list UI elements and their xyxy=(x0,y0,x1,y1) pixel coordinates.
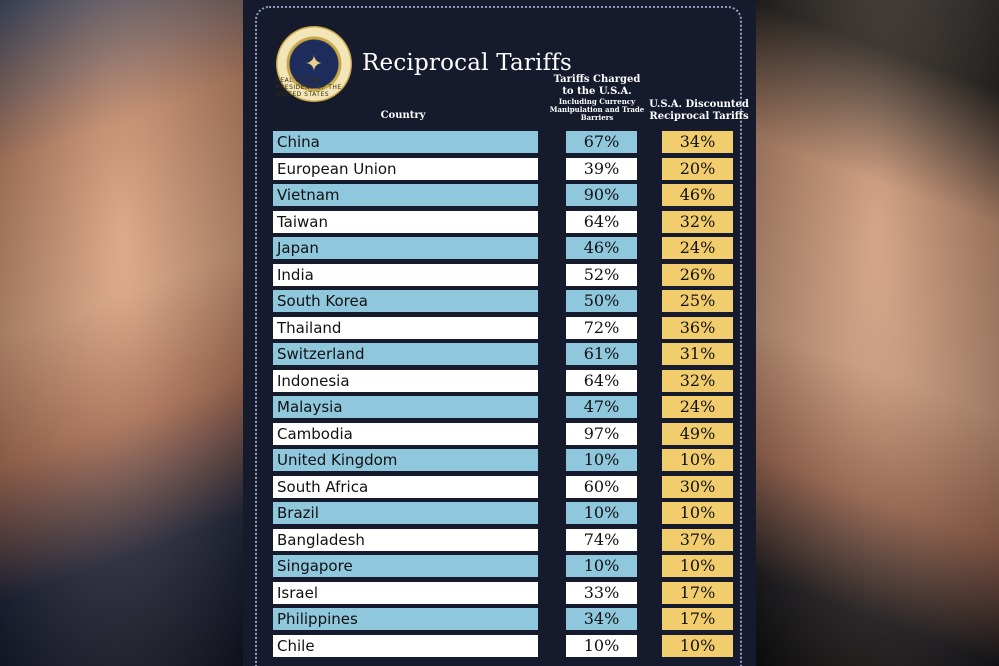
discount-header-line2: Reciprocal Tariffs xyxy=(649,111,749,122)
table-row: South Korea 50% 25% xyxy=(243,290,756,317)
table-row: India 52% 26% xyxy=(243,263,756,291)
country-cell: Switzerland xyxy=(273,343,538,365)
right-photo xyxy=(756,0,999,666)
charged-cell: 50% xyxy=(566,290,637,312)
charged-cell: 47% xyxy=(566,396,637,418)
charged-cell: 10% xyxy=(566,502,637,524)
discount-cell: 36% xyxy=(662,316,733,339)
country-cell: China xyxy=(273,131,538,153)
discount-cell: 10% xyxy=(662,555,733,577)
table-row: Switzerland 61% 31% xyxy=(243,343,756,370)
country-cell: South Korea xyxy=(273,290,538,312)
eagle-icon: ✦ xyxy=(304,51,324,77)
discount-cell: 32% xyxy=(662,369,733,392)
charged-cell: 72% xyxy=(566,316,637,339)
discount-cell: 10% xyxy=(662,634,733,657)
table-row: Bangladesh 74% 37% xyxy=(243,528,756,556)
charged-cell: 61% xyxy=(566,343,637,365)
discount-cell: 37% xyxy=(662,528,733,551)
charged-cell: 52% xyxy=(566,263,637,286)
discount-cell: 31% xyxy=(662,343,733,365)
discount-cell: 26% xyxy=(662,263,733,286)
table-row: South Africa 60% 30% xyxy=(243,475,756,503)
discount-cell: 24% xyxy=(662,396,733,418)
charged-cell: 33% xyxy=(566,581,637,604)
table-row: Cambodia 97% 49% xyxy=(243,422,756,450)
country-cell: South Africa xyxy=(273,475,538,498)
charged-cell: 10% xyxy=(566,449,637,471)
country-cell: India xyxy=(273,263,538,286)
country-cell: Japan xyxy=(273,237,538,259)
discount-cell: 34% xyxy=(662,131,733,153)
table-row: European Union 39% 20% xyxy=(243,157,756,185)
table-row: Philippines 34% 17% xyxy=(243,608,756,635)
charged-cell: 64% xyxy=(566,369,637,392)
country-cell: Vietnam xyxy=(273,184,538,206)
table-row: China 67% 34% xyxy=(243,131,756,158)
charged-header-sub: Including Currency Manipulation and Trad… xyxy=(549,97,645,122)
charged-cell: 10% xyxy=(566,634,637,657)
charged-cell: 64% xyxy=(566,210,637,233)
discount-cell: 25% xyxy=(662,290,733,312)
table-row: Malaysia 47% 24% xyxy=(243,396,756,423)
discount-cell: 49% xyxy=(662,422,733,445)
discount-cell: 17% xyxy=(662,581,733,604)
discount-cell: 32% xyxy=(662,210,733,233)
seal-text: SEAL OF THE PRESIDENT OF THE UNITED STAT… xyxy=(276,77,342,98)
table-row: Brazil 10% 10% xyxy=(243,502,756,529)
table-row: Japan 46% 24% xyxy=(243,237,756,264)
column-header-country: Country xyxy=(380,110,426,121)
discount-cell: 10% xyxy=(662,502,733,524)
discount-cell: 10% xyxy=(662,449,733,471)
country-cell: Philippines xyxy=(273,608,538,630)
page-title: Reciprocal Tariffs xyxy=(362,50,573,76)
country-cell: Indonesia xyxy=(273,369,538,392)
table-row: Thailand 72% 36% xyxy=(243,316,756,344)
country-cell: Taiwan xyxy=(273,210,538,233)
table-row: Taiwan 64% 32% xyxy=(243,210,756,238)
discount-cell: 20% xyxy=(662,157,733,180)
discount-cell: 24% xyxy=(662,237,733,259)
charged-header-line2: to the U.S.A. xyxy=(562,86,632,97)
country-cell: United Kingdom xyxy=(273,449,538,471)
table-row: Chile 10% 10% xyxy=(243,634,756,662)
charged-cell: 60% xyxy=(566,475,637,498)
table-row: Vietnam 90% 46% xyxy=(243,184,756,211)
column-header-discount: U.S.A. Discounted Reciprocal Tariffs xyxy=(645,99,753,123)
charged-cell: 46% xyxy=(566,237,637,259)
charged-header-line1: Tariffs Charged xyxy=(553,74,641,85)
country-cell: Bangladesh xyxy=(273,528,538,551)
discount-header-line1: U.S.A. Discounted xyxy=(649,99,749,110)
column-header-charged: Tariffs Charged to the U.S.A. Including … xyxy=(547,74,647,122)
charged-cell: 74% xyxy=(566,528,637,551)
country-cell: Israel xyxy=(273,581,538,604)
country-cell: Cambodia xyxy=(273,422,538,445)
table-row: Singapore 10% 10% xyxy=(243,555,756,582)
presidential-seal: ✦ SEAL OF THE PRESIDENT OF THE UNITED ST… xyxy=(276,26,352,102)
tariff-table: China 67% 34% European Union 39% 20% Vietnam 90… xyxy=(243,131,756,661)
country-cell: European Union xyxy=(273,157,538,180)
table-row: Israel 33% 17% xyxy=(243,581,756,609)
tariff-panel: ✦ SEAL OF THE PRESIDENT OF THE UNITED ST… xyxy=(243,0,756,666)
discount-cell: 30% xyxy=(662,475,733,498)
charged-cell: 39% xyxy=(566,157,637,180)
country-cell: Thailand xyxy=(273,316,538,339)
left-photo xyxy=(0,0,243,666)
country-cell: Chile xyxy=(273,634,538,657)
country-cell: Malaysia xyxy=(273,396,538,418)
country-cell: Singapore xyxy=(273,555,538,577)
discount-cell: 46% xyxy=(662,184,733,206)
charged-cell: 34% xyxy=(566,608,637,630)
table-row: Indonesia 64% 32% xyxy=(243,369,756,397)
discount-cell: 17% xyxy=(662,608,733,630)
panel-border xyxy=(255,6,742,666)
charged-cell: 90% xyxy=(566,184,637,206)
charged-cell: 97% xyxy=(566,422,637,445)
table-row: United Kingdom 10% 10% xyxy=(243,449,756,476)
country-cell: Brazil xyxy=(273,502,538,524)
charged-cell: 67% xyxy=(566,131,637,153)
charged-cell: 10% xyxy=(566,555,637,577)
